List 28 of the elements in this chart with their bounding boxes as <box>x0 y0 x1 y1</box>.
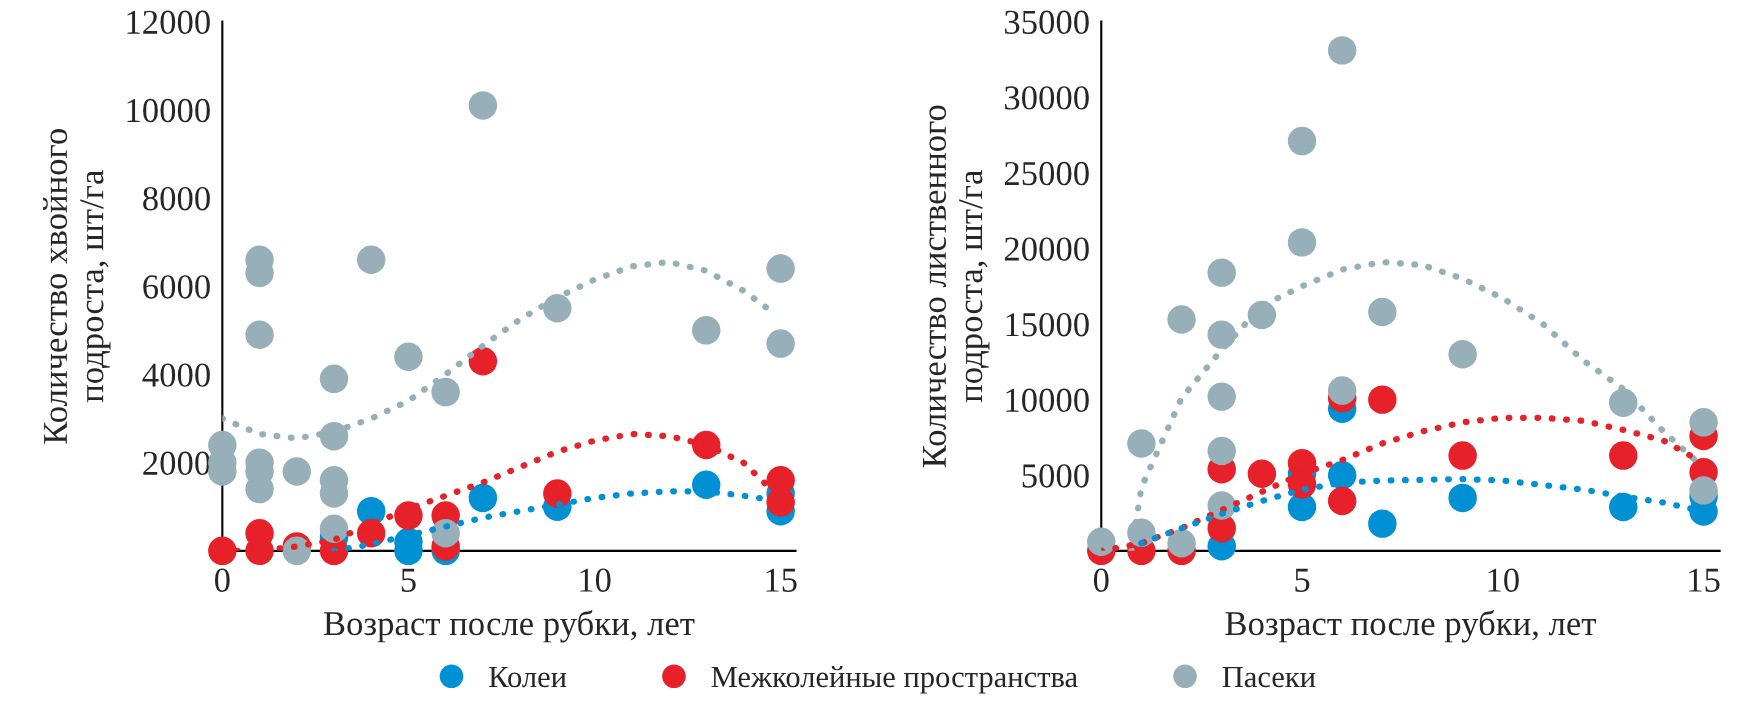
x-tick-label: 5 <box>401 568 416 592</box>
y-tick-label: 12000 <box>127 10 210 35</box>
y-tick-label: 5000 <box>1022 464 1089 488</box>
x-axis-title: Возраст после рубки, лет <box>1225 610 1596 643</box>
y-axis-title: Количество хвойного подроста, шт/га <box>43 129 111 444</box>
y-tick-label: 25000 <box>1004 161 1089 186</box>
legend-label: Пасеки <box>1222 666 1316 688</box>
y-tick-label: 2000 <box>143 451 210 476</box>
x-tick-label: 10 <box>580 568 611 592</box>
x-tick-label: 10 <box>1488 568 1519 592</box>
y-tick-label: 10000 <box>1006 388 1089 413</box>
legend-label: Колеи <box>489 666 567 688</box>
x-tick-label: 0 <box>1093 568 1109 592</box>
y-tick-label: 10000 <box>127 98 210 123</box>
y-tick-label: 35000 <box>1005 10 1089 35</box>
y-tick-label: 6000 <box>143 275 210 299</box>
x-tick-label: 15 <box>766 568 797 592</box>
legend-label: Межколейные пространства <box>711 666 1078 694</box>
y-tick-label: 20000 <box>1004 237 1089 261</box>
y-axis-title: Количество лиственного подроста, шт/га <box>923 105 990 468</box>
y-tick-label: 15000 <box>1006 312 1089 337</box>
y-tick-label: 30000 <box>1005 86 1089 110</box>
x-tick-label: 15 <box>1689 568 1720 592</box>
y-tick-label: 8000 <box>143 186 210 211</box>
y-tick-label: 4000 <box>142 363 210 387</box>
x-tick-label: 0 <box>214 568 230 592</box>
x-tick-label: 5 <box>1295 568 1310 592</box>
x-axis-title: Возраст после рубки, лет <box>323 610 695 643</box>
